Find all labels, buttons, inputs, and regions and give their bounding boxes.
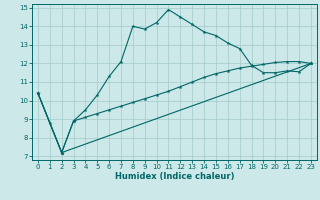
X-axis label: Humidex (Indice chaleur): Humidex (Indice chaleur) bbox=[115, 172, 234, 181]
